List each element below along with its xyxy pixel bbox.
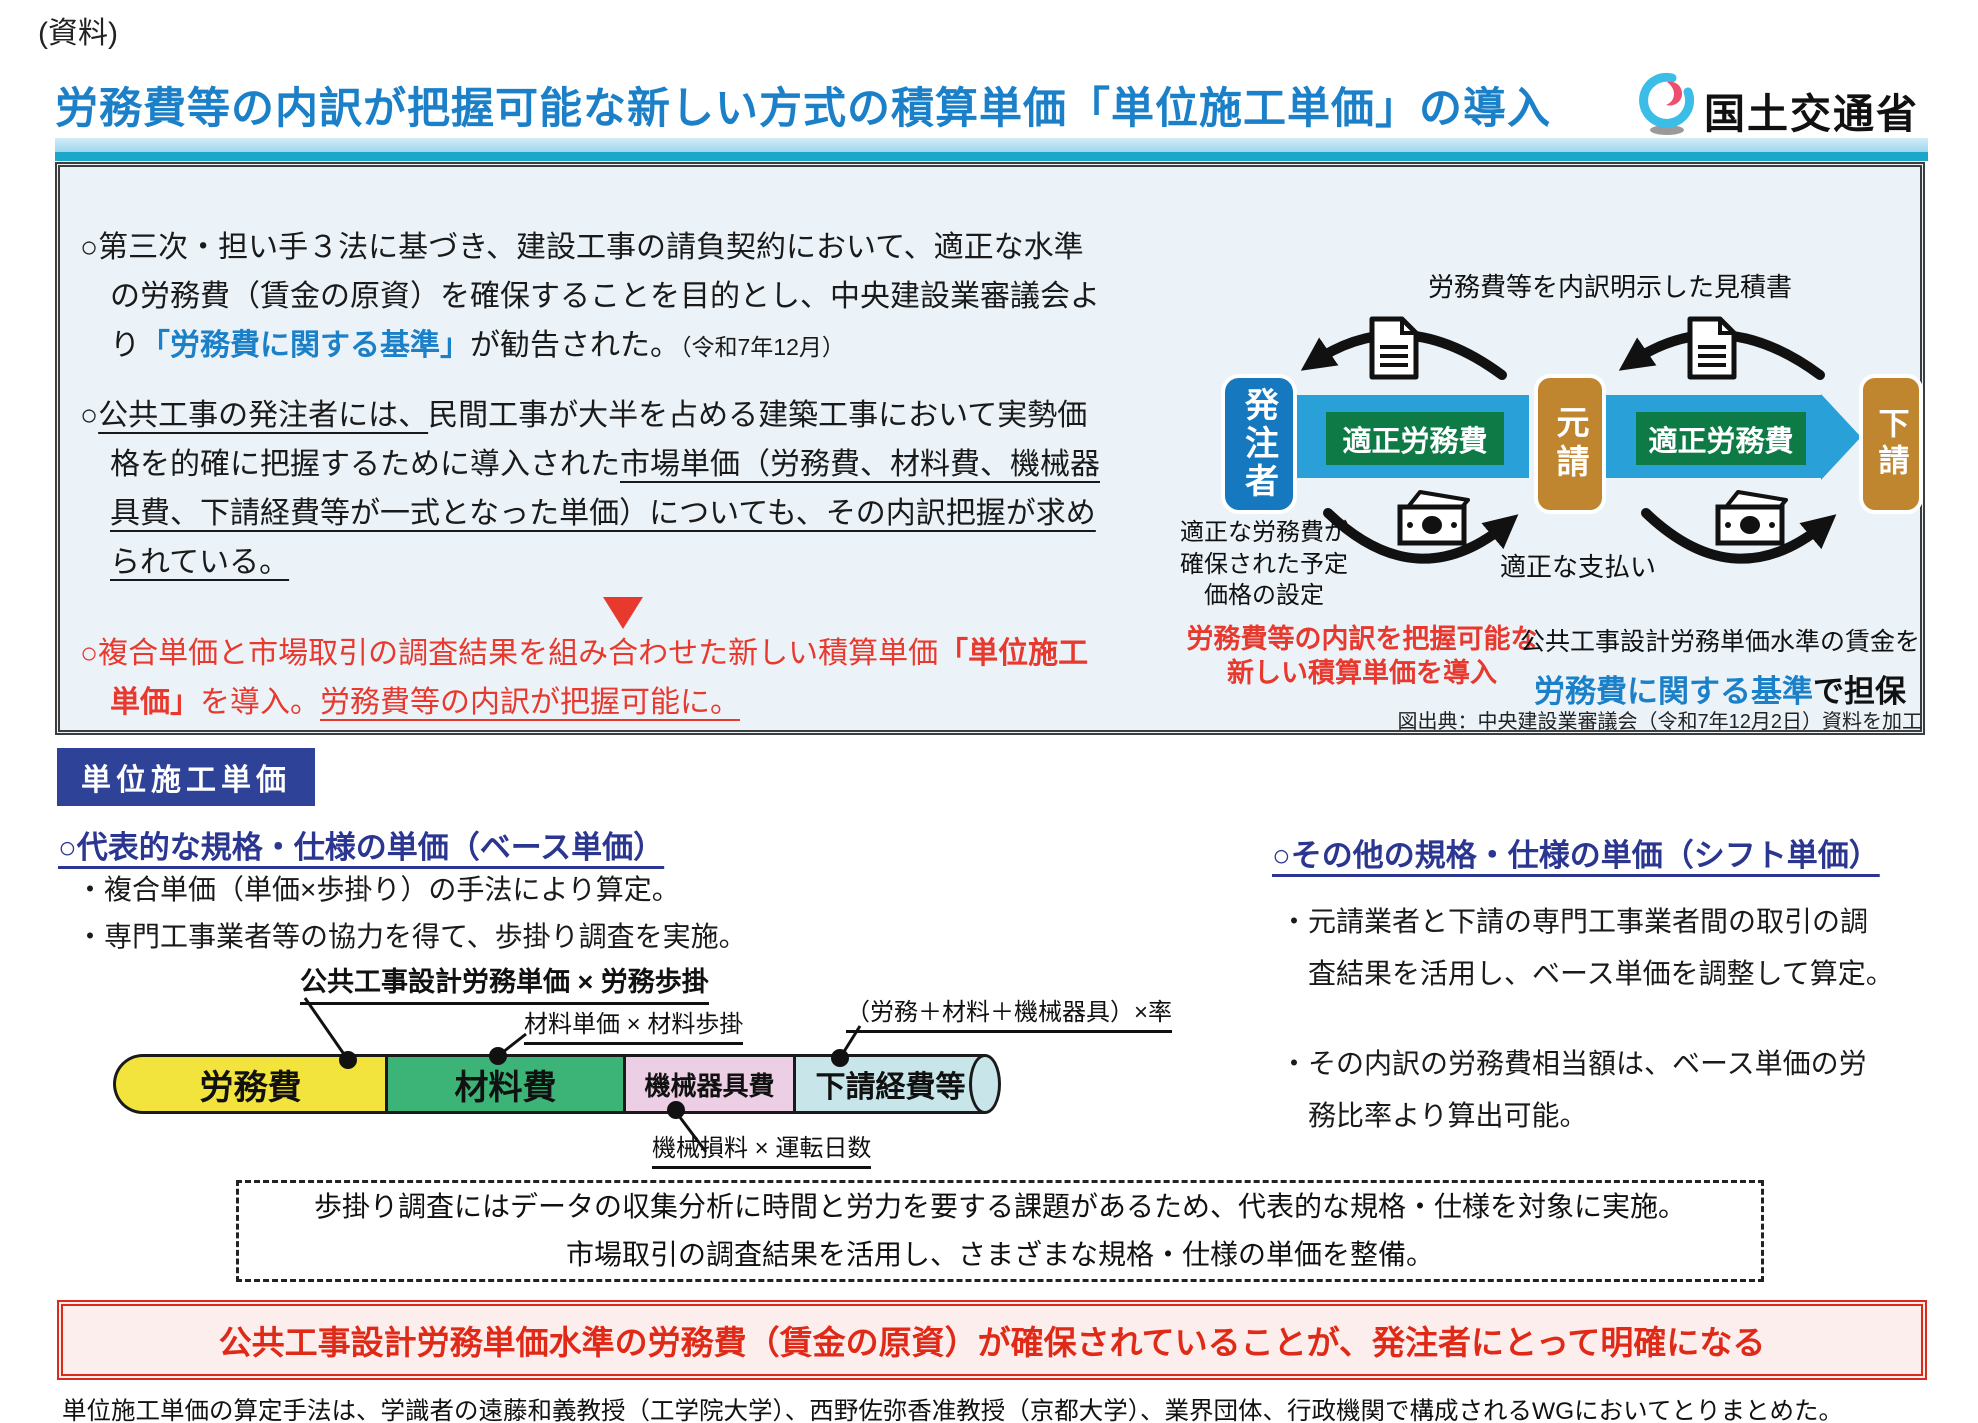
p1-date: （令和7年12月） [680,334,845,360]
wage-line-2: 労務費に関する基準で担保 [1515,666,1925,711]
material-formula-label: 材料単価 × 材料歩掛 [524,1004,744,1045]
page-title: 労務費等の内訳が把握可能な新しい方式の積算単価「単位施工単価」の導入 [55,85,1551,133]
overview-paragraph-2: ○公共工事の発注者には、民間工事が大半を占める建築工事において実勢価 格を的確に… [80,391,1225,587]
title-underline-rule [55,138,1928,161]
wage-line-2-tail: で担保 [1813,674,1906,709]
base-bullet-2: ・専門工事業者等の協力を得て、歩掛り調査を実施。 [76,921,747,952]
p2-underlined-tail: 市場単価（労務費、材料費、機械器 具費、下請経費等が一式となった単価）についても… [110,448,1100,579]
bar-segment-subcontract: 下請経費等 [793,1054,985,1114]
base-price-heading: ○代表的な規格・仕様の単価（ベース単価） [58,830,665,865]
mlit-logo-icon [1639,72,1695,135]
figure-source: 図出典：中央建設業審議会（令和7年12月2日）資料を加工 [1397,711,1923,733]
price-setting-note: 適正な労務費が 確保された予定 価格の設定 [1180,519,1348,610]
shift-price-heading: ○その他の規格・仕様の単価（シフト単価） [1272,838,1880,873]
shift-bullet-2: ・その内訳の労務費相当額は、ベース単価の労 務比率より算出可能。 [1280,1048,1867,1131]
down-triangle-icon [603,597,643,629]
bar-segment-labor: 労務費 [113,1054,385,1114]
p3-underlined-tail: 労務費等の内訳が把握可能に。 [320,686,740,719]
cost-breakdown-bar: 労務費 材料費 機械器具費 下請経費等 [113,1054,1001,1114]
actor-prime-box: 元請 [1534,374,1606,514]
machine-formula-label: 機械損料 × 運転日数 [652,1128,872,1169]
estimate-arrow-1 [1300,329,1507,380]
labor-formula-label: 公共工事設計労務単価 × 労務歩掛 [300,960,709,1005]
p1-tail: が勧告された。 [470,329,680,362]
wage-line-1: 公共工事設計労務単価水準の賃金を [1519,628,1920,656]
p2-underlined-lead: 公共工事の発注者には、 [98,399,429,432]
shift-bullet-1: ・元請業者と下請の専門工事業者間の取引の調 査結果を活用し、ベース単価を調整して… [1280,906,1894,989]
payment-note: 適正な支払い [1500,552,1657,582]
actor-sub-box: 下請 [1859,374,1923,514]
base-bullet-1: ・複合単価（単価×歩掛り）の手法により算定。 [76,874,680,905]
banknote-icon [1715,490,1788,546]
document-tag: (資料) [38,17,118,50]
overview-box: ○第三次・担い手３法に基づき、建設工事の請負契約において、適正な水準 の労務費（… [55,162,1925,735]
estimate-arrow-2 [1618,329,1825,380]
actor-owner-box: 発注者 [1221,374,1297,514]
document-icon [1369,316,1419,380]
payment-arrow-2 [1641,508,1837,564]
bar-segment-material: 材料費 [385,1054,623,1114]
wage-standard-name: 労務費に関する基準 [1534,674,1813,709]
wage-guarantee-note: 公共工事設計労務単価水準の賃金を 労務費に関する基準で担保 [1515,622,1925,711]
overview-paragraph-1: ○第三次・担い手３法に基づき、建設工事の請負契約において、適正な水準 の労務費（… [80,223,1225,372]
p3-text: ○複合単価と市場取引の調査結果を組み合わせた新しい積算単価 [80,637,939,670]
ministry-name: 国土交通省 [1704,91,1919,137]
conclusion-banner: 公共工事設計労務単価水準の労務費（賃金の原資）が確保されていることが、発注者にと… [57,1300,1927,1380]
bar-cylinder-cap [969,1054,1001,1114]
new-unit-price-note: 労務費等の内訳を把握可能な 新しい積算単価を導入 [1186,624,1538,688]
p3-unit-price-name: 「単位施工 単価」 [110,637,1089,719]
estimate-caption: 労務費等を内訳明示した見積書 [1427,272,1792,302]
fair-labor-box-1: 適正労務費 [1326,412,1504,465]
document-icon [1687,316,1737,380]
footer-note: 単位施工単価の算定手法は、学識者の遠藤和義教授（工学院大学）、西野佐弥香准教授（… [62,1398,1843,1423]
p2-marker: ○ [80,399,99,432]
bar-segment-machine: 機械器具費 [623,1054,793,1114]
banknote-icon [1397,490,1470,546]
subcontract-formula-label: （労務＋材料＋機械器具）×率 [846,992,1173,1033]
p2-text: 民間工事が大半を占める建築工事において実勢価 格を的確に把握するために導入された [110,399,1088,481]
p1-text: ○第三次・担い手３法に基づき、建設工事の請負契約において、適正な水準 の労務費（… [80,231,1100,362]
fair-labor-box-2: 適正労務費 [1636,412,1806,465]
survey-note-box: 歩掛り調査にはデータの収集分析に時間と労力を要する課題があるため、代表的な規格・… [236,1180,1764,1282]
p1-standard-name: 「労務費に関する基準」 [140,329,470,362]
overview-paragraph-3: ○複合単価と市場取引の調査結果を組み合わせた新しい積算単価「単位施工 単価」を導… [80,629,1225,727]
p3-mid: を導入。 [200,686,320,719]
unit-price-label: 単位施工単価 [57,748,315,806]
